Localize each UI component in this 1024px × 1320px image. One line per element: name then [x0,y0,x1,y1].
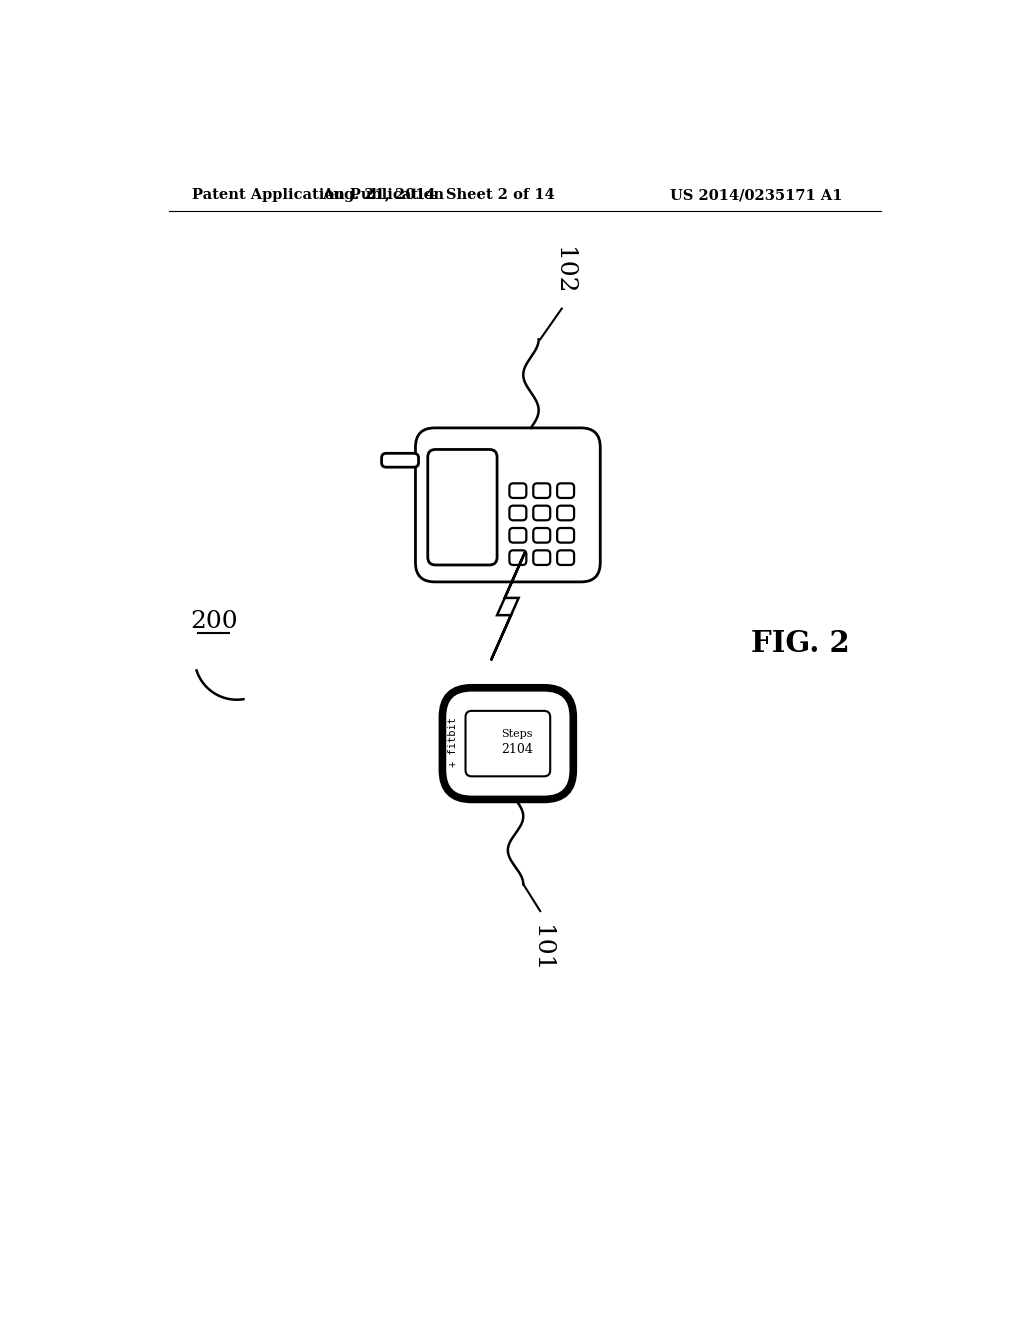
FancyBboxPatch shape [557,483,574,498]
FancyBboxPatch shape [557,528,574,543]
FancyBboxPatch shape [534,506,550,520]
FancyBboxPatch shape [509,506,526,520]
FancyBboxPatch shape [557,506,574,520]
FancyBboxPatch shape [534,550,550,565]
Text: 2104: 2104 [501,743,534,756]
Polygon shape [490,553,524,660]
FancyBboxPatch shape [509,550,526,565]
FancyBboxPatch shape [534,528,550,543]
Text: Aug. 21, 2014  Sheet 2 of 14: Aug. 21, 2014 Sheet 2 of 14 [323,189,555,202]
Text: FIG. 2: FIG. 2 [751,630,850,657]
FancyBboxPatch shape [509,483,526,498]
Text: Patent Application Publication: Patent Application Publication [193,189,444,202]
FancyBboxPatch shape [509,528,526,543]
FancyBboxPatch shape [466,711,550,776]
Text: US 2014/0235171 A1: US 2014/0235171 A1 [670,189,842,202]
Text: 101: 101 [530,925,553,973]
FancyBboxPatch shape [416,428,600,582]
FancyBboxPatch shape [428,449,497,565]
FancyBboxPatch shape [534,483,550,498]
Text: Steps: Steps [502,730,532,739]
Text: 102: 102 [552,247,574,294]
FancyBboxPatch shape [382,453,419,467]
FancyBboxPatch shape [557,550,574,565]
Text: 200: 200 [189,610,238,634]
Text: + fitbit: + fitbit [449,717,458,767]
FancyBboxPatch shape [442,688,573,800]
